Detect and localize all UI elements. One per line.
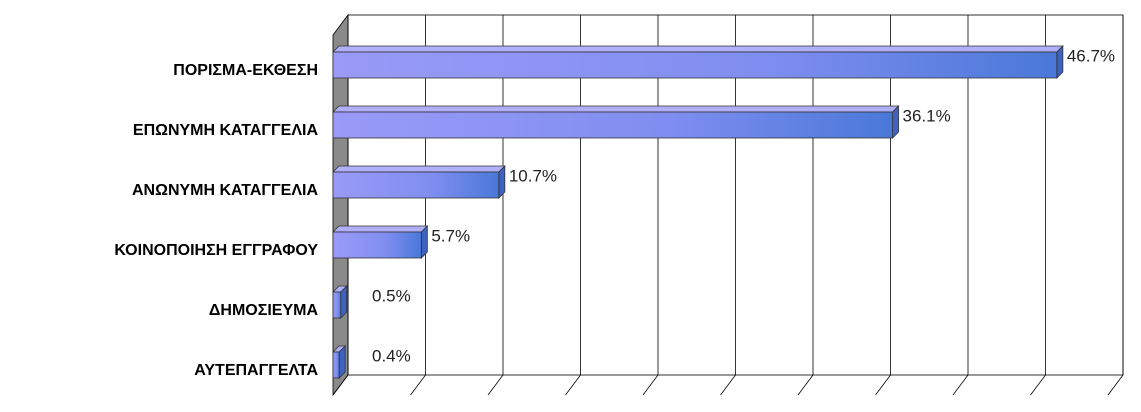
value-label: 0.4%: [372, 346, 411, 365]
bar-top: [332, 165, 506, 173]
grid-floor: [875, 374, 891, 396]
bar: [332, 351, 340, 379]
bar-side: [892, 105, 899, 139]
grid-floor: [720, 374, 736, 396]
grid-floor: [1107, 374, 1124, 396]
grid-floor: [952, 374, 969, 396]
value-label: 46.7%: [1067, 46, 1115, 65]
bar: [332, 291, 342, 319]
bar-top: [332, 45, 1064, 53]
grid-floor: [797, 374, 814, 396]
bar: [332, 51, 1058, 79]
bar-top: [332, 105, 900, 113]
bar: [332, 231, 422, 259]
grid-floor: [332, 374, 349, 396]
bar: [332, 171, 500, 199]
bar-top: [332, 225, 429, 233]
grid-floor: [410, 374, 426, 396]
grid-floor: [487, 374, 504, 396]
grid-floor: [565, 374, 581, 396]
y-tick-label: ΠΟΡΙΣΜΑ-ΕΚΘΕΣΗ: [173, 62, 318, 79]
value-label: 10.7%: [509, 166, 557, 185]
bar-side: [420, 225, 428, 259]
bar-side: [1056, 45, 1064, 79]
value-label: 0.5%: [372, 286, 411, 305]
y-tick-label: ΑΝΩΝΥΜΗ ΚΑΤΑΓΓΕΛΙΑ: [132, 182, 318, 199]
value-label: 5.7%: [431, 226, 470, 245]
grid-floor: [642, 374, 659, 396]
y-tick-label: ΚΟΙΝΟΠΟΙΗΣΗ ΕΓΓΡΑΦΟΥ: [114, 242, 318, 259]
y-tick-label: ΔΗΜΟΣΙΕΥΜΑ: [209, 302, 319, 319]
bar-side: [338, 345, 346, 379]
bar-side: [340, 285, 348, 319]
value-label: 36.1%: [903, 106, 951, 125]
grid-floor: [1030, 374, 1046, 396]
y-tick-label: ΑΥΤΕΠΑΓΓΕΛΤΑ: [194, 362, 318, 379]
bar: [332, 111, 893, 139]
y-tick-label: ΕΠΩΝΥΜΗ ΚΑΤΑΓΓΕΛΙΑ: [133, 122, 319, 139]
bar-side: [498, 165, 506, 199]
